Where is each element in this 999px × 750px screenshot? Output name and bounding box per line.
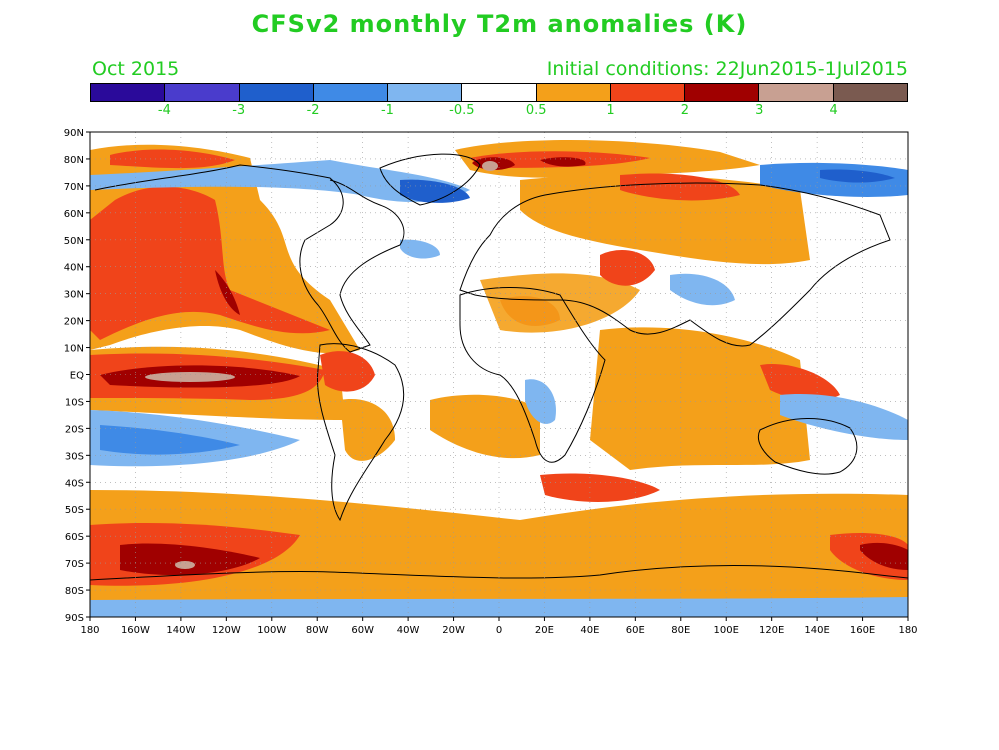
colorbar-label: 0.5 xyxy=(525,103,547,118)
latitude-label: 60S xyxy=(65,532,84,543)
colorbar-swatch xyxy=(759,84,834,101)
latitude-label: 50N xyxy=(64,236,84,247)
region-so-warm xyxy=(90,490,908,604)
valid-month: Oct 2015 xyxy=(92,58,180,80)
longitude-label: 100E xyxy=(714,625,739,636)
colorbar-swatch xyxy=(165,84,240,101)
region-tibet-cool xyxy=(670,273,735,306)
colorbar-swatch xyxy=(462,84,537,101)
latitude-labels: 90N 80N 70N 60N 50N 40N 30N 20N 10N EQ 10S 20S 30S 40… xyxy=(64,128,84,624)
region-indian-warm xyxy=(590,327,810,470)
longitude-label: 100W xyxy=(257,625,286,636)
colorbar-swatch xyxy=(610,84,686,101)
colorbar-label: 1 xyxy=(606,103,615,118)
region-enso-peak xyxy=(145,372,235,382)
region-na-cool xyxy=(400,239,440,259)
longitude-label: 0 xyxy=(496,625,502,636)
colorbar-label: -0.5 xyxy=(449,103,475,118)
region-asia-warm xyxy=(520,174,810,265)
region-siberia-red xyxy=(620,173,740,201)
latitude-label: EQ xyxy=(70,371,84,382)
colorbar-label: -1 xyxy=(380,103,394,118)
longitude-label: 160E xyxy=(850,625,875,636)
longitude-label: 140E xyxy=(804,625,829,636)
region-samerica-red xyxy=(320,351,375,392)
axis-ticks xyxy=(86,131,909,621)
latitude-label: 50S xyxy=(65,505,84,516)
latitude-label: 90S xyxy=(65,613,84,624)
longitude-label: 60E xyxy=(626,625,645,636)
latitude-label: 10S xyxy=(65,397,84,408)
longitude-label: 20E xyxy=(535,625,554,636)
region-tibet-red xyxy=(600,250,655,286)
colorbar-swatch xyxy=(536,84,611,101)
latitude-label: 80N xyxy=(64,155,84,166)
longitude-label: 60W xyxy=(351,625,374,636)
latitude-label: 30S xyxy=(65,451,84,462)
longitude-label: 180 xyxy=(80,625,99,636)
colorbar-label: -2 xyxy=(306,103,320,118)
longitude-label: 40W xyxy=(397,625,420,636)
colorbar-swatch xyxy=(313,84,389,101)
latitude-label: 60N xyxy=(64,209,84,220)
colorbar-swatch xyxy=(685,84,760,101)
region-atl-warm xyxy=(430,394,540,459)
colorbar-label: -4 xyxy=(157,103,171,118)
longitude-label: 140W xyxy=(166,625,195,636)
region-barents-peak xyxy=(482,161,498,171)
longitude-label: 180 xyxy=(898,625,917,636)
longitude-label: 120E xyxy=(759,625,784,636)
colorbar-swatch xyxy=(239,84,314,101)
colorbar-label: 2 xyxy=(680,103,690,118)
latitude-label: 10N xyxy=(64,344,84,355)
longitude-label: 40E xyxy=(580,625,599,636)
region-npac-red xyxy=(90,186,330,340)
latitude-label: 20N xyxy=(64,317,84,328)
region-maritime-red xyxy=(760,364,840,401)
longitude-label: 20W xyxy=(442,625,465,636)
region-greenland-blue xyxy=(400,179,470,203)
colorbar-label: -3 xyxy=(232,103,246,118)
colorbar xyxy=(90,83,908,102)
region-sepac-blue xyxy=(100,425,240,455)
region-baja-darkred xyxy=(215,270,240,315)
latitude-label: 20S xyxy=(65,424,84,435)
longitude-labels: 180 160W 140W 120W 100W 80W 60W 40W 20W 0 20E 40E 60… xyxy=(80,625,917,636)
longitude-label: 80E xyxy=(671,625,690,636)
region-arctic-red-w xyxy=(110,149,235,169)
colorbar-label: 4 xyxy=(829,103,838,118)
colorbar-swatch xyxy=(91,84,166,101)
colorbar-label: 3 xyxy=(755,103,764,118)
latitude-label: 30N xyxy=(64,290,84,301)
colorbar-swatch xyxy=(388,84,463,101)
gridlines xyxy=(90,132,908,617)
colorbar-swatch xyxy=(833,84,907,101)
longitude-label: 80W xyxy=(306,625,329,636)
region-kara-darkred xyxy=(540,157,586,167)
latitude-label: 80S xyxy=(65,586,84,597)
initial-conditions: Initial conditions: 22Jun2015-1Jul2015 xyxy=(546,58,908,80)
latitude-label: 40S xyxy=(65,478,84,489)
latitude-label: 40N xyxy=(64,263,84,274)
colorbar-labels: -4 -3 -2 -1 -0.5 0.5 1 2 3 4 xyxy=(90,103,908,121)
region-so-peak xyxy=(175,561,195,569)
region-so-darkred xyxy=(120,543,260,576)
chart-title: CFSv2 monthly T2m anomalies (K) xyxy=(251,10,748,38)
longitude-label: 120W xyxy=(212,625,241,636)
region-laptev-dark xyxy=(820,169,895,183)
coastlines xyxy=(90,153,908,581)
latitude-label: 70S xyxy=(65,559,84,570)
longitude-label: 160W xyxy=(121,625,150,636)
latitude-label: 70N xyxy=(64,182,84,193)
region-so-red-atl xyxy=(540,473,660,502)
region-arctic-cool xyxy=(90,160,470,202)
latitude-label: 90N xyxy=(64,128,84,139)
